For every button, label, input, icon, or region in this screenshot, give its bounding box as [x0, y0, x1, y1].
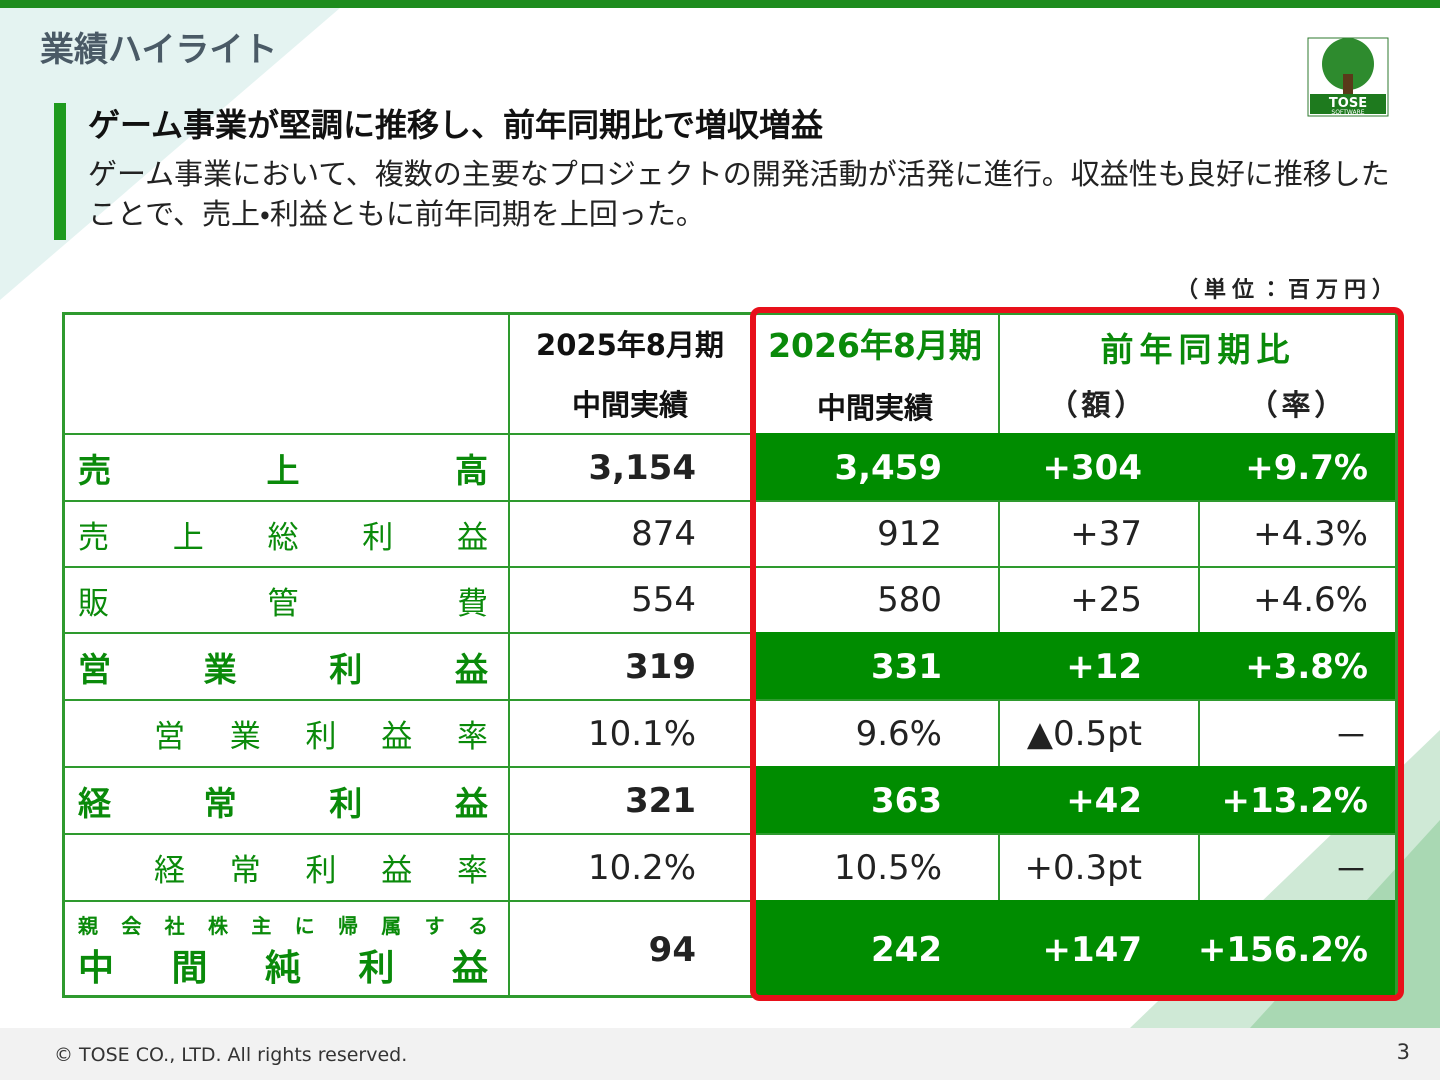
row-label: 販管費: [62, 566, 508, 632]
header-divider: [998, 312, 1000, 433]
table-cell: 554: [508, 566, 752, 632]
table-cell: +13.2%: [1198, 766, 1398, 833]
page-title: 業績ハイライト: [40, 30, 278, 70]
table-cell: －: [1198, 833, 1398, 900]
table-cell: 3,154: [508, 433, 752, 500]
column-sub: （率）: [1248, 388, 1348, 422]
column-header: 2026年8月期中間実績: [752, 312, 998, 433]
table-cell: +147: [998, 900, 1198, 998]
table-cell: 94: [508, 900, 752, 998]
table-cell: －: [1198, 699, 1398, 766]
table-cell: 321: [508, 766, 752, 833]
logo-sub: SOFTWARE: [1331, 109, 1364, 116]
table-cell: 912: [752, 500, 998, 566]
table-cell: +25: [998, 566, 1198, 632]
table-cell: +3.8%: [1198, 632, 1398, 699]
row-label-note: 親会社株主に帰属する: [78, 913, 488, 938]
row-label: 営業利益: [62, 632, 508, 699]
table-cell: +156.2%: [1198, 900, 1398, 998]
column-sub: （額）: [1048, 388, 1148, 422]
table-cell: ▲0.5pt: [998, 699, 1198, 766]
logo-text: TOSE: [1329, 96, 1367, 111]
table-cell: 319: [508, 632, 752, 699]
period-sub: 中間実績: [816, 390, 933, 425]
table-cell: 9.6%: [752, 699, 998, 766]
table-cell: +0.3pt: [998, 833, 1198, 900]
table-cell: +42: [998, 766, 1198, 833]
table-cell: +4.6%: [1198, 566, 1398, 632]
table-cell: 10.2%: [508, 833, 752, 900]
row-label: 営業利益率: [62, 699, 508, 766]
deco: [0, 8, 340, 300]
table-cell: 10.1%: [508, 699, 752, 766]
period: 2025年8月期: [536, 327, 724, 362]
table-cell: +4.3%: [1198, 500, 1398, 566]
copyright: © TOSE CO., LTD. All rights reserved.: [54, 1044, 408, 1066]
footer: [0, 1028, 1440, 1080]
table-cell: +12: [998, 632, 1198, 699]
table-cell: 363: [752, 766, 998, 833]
row-label: 経常利益率: [62, 833, 508, 900]
headline: ゲーム事業が堅調に推移し、前年同期比で増収増益: [88, 106, 824, 144]
table-cell: 242: [752, 900, 998, 998]
row-label: 売上総利益: [62, 500, 508, 566]
page-number: 3: [1396, 1040, 1410, 1064]
table-cell: 580: [752, 566, 998, 632]
row-label: 経常利益: [62, 766, 508, 833]
table: 2025年8月期 中間実績 2026年8月期 中間実績 前年同期比 （額） （率）売上高 3,…: [62, 307, 1404, 1001]
column-header: 前年同期比: [1100, 330, 1296, 369]
table-cell: 331: [752, 632, 998, 699]
column-header: 2025年8月期 中間実績: [508, 312, 752, 433]
table-cell: 3,459: [752, 433, 998, 500]
logo: TOSE SOFTWARE: [1307, 37, 1389, 117]
table-cell: +304: [998, 433, 1198, 500]
header-divider: [508, 312, 510, 433]
unit-note: （単位：百万円）: [1175, 278, 1400, 303]
top-rule: [0, 0, 1440, 8]
period-sub: 中間実績: [571, 387, 688, 422]
table-cell: 874: [508, 500, 752, 566]
body-text: ゲーム事業において、複数の主要なプロジェクトの開発活動が活発に進行。収益性も良好…: [88, 157, 1390, 231]
table-cell: +37: [998, 500, 1198, 566]
table-cell: +9.7%: [1198, 433, 1398, 500]
period: 2026年8月期: [768, 325, 982, 365]
table-cell: 10.5%: [752, 833, 998, 900]
accent-bar: [54, 103, 66, 240]
row-label: 売上高: [62, 433, 508, 500]
row-label-main: 中間純利益: [78, 947, 488, 989]
header-blank: [62, 312, 508, 433]
row-label: 親会社株主に帰属する中間純利益: [62, 900, 508, 998]
